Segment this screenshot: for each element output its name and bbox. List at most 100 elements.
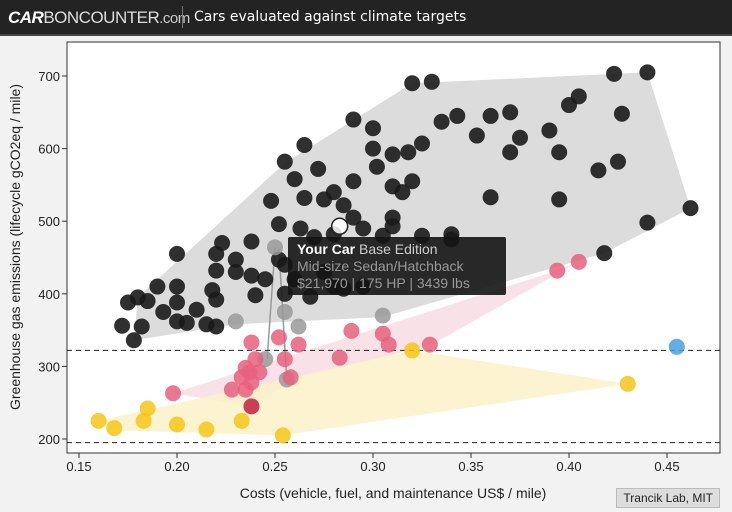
black-car-point[interactable] xyxy=(208,262,225,279)
black-car-point[interactable] xyxy=(208,245,225,262)
black-car-point[interactable] xyxy=(365,140,381,157)
credit-badge[interactable]: Trancik Lab, MIT xyxy=(616,488,720,508)
black-car-point[interactable] xyxy=(227,264,244,281)
pink-car-point[interactable] xyxy=(290,336,307,353)
yellow-car-point[interactable] xyxy=(404,342,421,359)
black-car-point[interactable] xyxy=(368,158,385,175)
black-car-point[interactable] xyxy=(149,278,166,295)
yellow-car-point[interactable] xyxy=(139,400,156,417)
black-car-point[interactable] xyxy=(276,153,293,170)
black-car-point[interactable] xyxy=(423,73,440,90)
pink-car-point[interactable] xyxy=(343,322,360,339)
darkred-car-point[interactable] xyxy=(243,398,260,415)
black-car-point[interactable] xyxy=(613,105,630,122)
black-car-point[interactable] xyxy=(639,64,656,81)
black-car-point[interactable] xyxy=(310,160,327,177)
yellow-car-point[interactable] xyxy=(619,375,636,392)
black-car-point[interactable] xyxy=(243,233,260,250)
black-car-point[interactable] xyxy=(570,88,587,105)
gray-car-point[interactable] xyxy=(227,313,244,330)
black-car-point[interactable] xyxy=(345,173,362,190)
black-car-point[interactable] xyxy=(590,162,607,179)
black-car-point[interactable] xyxy=(345,111,362,128)
pink-car-point[interactable] xyxy=(237,381,254,398)
pink-car-point[interactable] xyxy=(223,381,240,398)
pink-car-point[interactable] xyxy=(331,349,348,366)
gray-car-point[interactable] xyxy=(290,318,307,335)
black-car-point[interactable] xyxy=(404,75,421,92)
pink-car-point[interactable] xyxy=(243,334,260,351)
black-car-point[interactable] xyxy=(178,314,195,331)
yellow-car-point[interactable] xyxy=(169,416,185,433)
black-car-point[interactable] xyxy=(114,317,131,334)
white-car-point[interactable] xyxy=(330,217,349,236)
black-car-point[interactable] xyxy=(394,184,411,201)
black-car-point[interactable] xyxy=(345,209,362,226)
black-car-point[interactable] xyxy=(468,127,485,144)
black-car-point[interactable] xyxy=(551,144,568,161)
black-car-point[interactable] xyxy=(414,135,430,152)
black-car-point[interactable] xyxy=(384,146,401,163)
black-car-point[interactable] xyxy=(169,278,185,295)
gray-car-point[interactable] xyxy=(276,303,293,320)
black-car-point[interactable] xyxy=(296,136,313,153)
blue-car-point[interactable] xyxy=(668,338,685,355)
yellow-car-point[interactable] xyxy=(198,421,215,438)
black-car-point[interactable] xyxy=(296,189,313,206)
pink-car-point[interactable] xyxy=(282,369,299,386)
black-car-point[interactable] xyxy=(606,65,623,82)
pink-car-point[interactable] xyxy=(165,385,182,402)
black-car-point[interactable] xyxy=(125,332,142,349)
black-car-point[interactable] xyxy=(502,144,519,161)
black-car-point[interactable] xyxy=(247,287,264,304)
pink-car-point[interactable] xyxy=(270,329,287,346)
pink-car-point[interactable] xyxy=(237,359,254,376)
black-car-point[interactable] xyxy=(257,271,274,288)
black-car-point[interactable] xyxy=(400,144,417,161)
black-car-point[interactable] xyxy=(155,303,172,320)
gray-car-point[interactable] xyxy=(374,307,391,324)
black-car-point[interactable] xyxy=(449,107,466,124)
black-car-point[interactable] xyxy=(286,171,303,188)
black-car-point[interactable] xyxy=(639,214,656,231)
black-car-point[interactable] xyxy=(355,220,372,237)
black-car-point[interactable] xyxy=(263,192,280,209)
black-car-point[interactable] xyxy=(129,289,146,306)
black-car-point[interactable] xyxy=(433,113,450,130)
pink-car-point[interactable] xyxy=(570,253,587,270)
black-car-point[interactable] xyxy=(169,294,185,311)
black-car-point[interactable] xyxy=(270,216,287,233)
yellow-car-point[interactable] xyxy=(106,420,123,437)
black-car-point[interactable] xyxy=(365,120,381,137)
black-car-point[interactable] xyxy=(243,267,260,284)
black-car-point[interactable] xyxy=(208,318,225,335)
black-car-point[interactable] xyxy=(384,218,401,235)
black-car-point[interactable] xyxy=(188,301,205,318)
yellow-car-point[interactable] xyxy=(274,427,291,444)
black-car-point[interactable] xyxy=(502,104,519,121)
black-car-point[interactable] xyxy=(404,173,421,190)
black-car-point[interactable] xyxy=(610,153,626,170)
carboncounter-logo[interactable]: CARBONCOUNTER.com xyxy=(8,8,190,28)
pink-car-point[interactable] xyxy=(380,336,397,353)
black-car-point[interactable] xyxy=(133,318,150,335)
yellow-car-point[interactable] xyxy=(233,412,250,429)
gray-car-point[interactable] xyxy=(267,239,283,256)
black-car-point[interactable] xyxy=(596,245,613,262)
pink-car-point[interactable] xyxy=(276,351,293,368)
black-car-point[interactable] xyxy=(682,200,699,217)
black-car-point[interactable] xyxy=(335,197,352,214)
black-car-point[interactable] xyxy=(512,129,528,146)
black-car-point[interactable] xyxy=(292,220,309,237)
black-car-point[interactable] xyxy=(482,189,499,206)
black-car-point[interactable] xyxy=(169,245,185,262)
black-car-point[interactable] xyxy=(208,291,225,308)
black-car-point[interactable] xyxy=(551,191,568,208)
pink-car-point[interactable] xyxy=(549,262,566,279)
black-car-point[interactable] xyxy=(316,191,332,208)
black-car-point[interactable] xyxy=(541,122,558,139)
black-car-point[interactable] xyxy=(482,107,499,124)
yellow-car-point[interactable] xyxy=(90,412,107,429)
pink-car-point[interactable] xyxy=(421,336,438,353)
yellow-car-point[interactable] xyxy=(135,412,152,429)
